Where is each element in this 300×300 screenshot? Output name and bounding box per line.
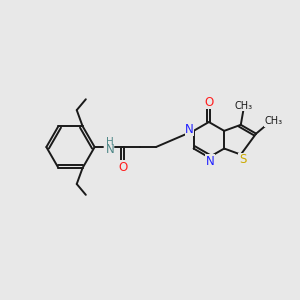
Text: N: N xyxy=(206,155,214,168)
Text: CH₃: CH₃ xyxy=(264,116,282,126)
Text: S: S xyxy=(239,153,246,167)
Text: CH₃: CH₃ xyxy=(234,101,252,111)
Text: N: N xyxy=(106,143,115,156)
Text: N: N xyxy=(185,123,194,136)
Text: O: O xyxy=(204,95,214,109)
Text: O: O xyxy=(118,160,127,174)
Text: H: H xyxy=(106,137,114,147)
